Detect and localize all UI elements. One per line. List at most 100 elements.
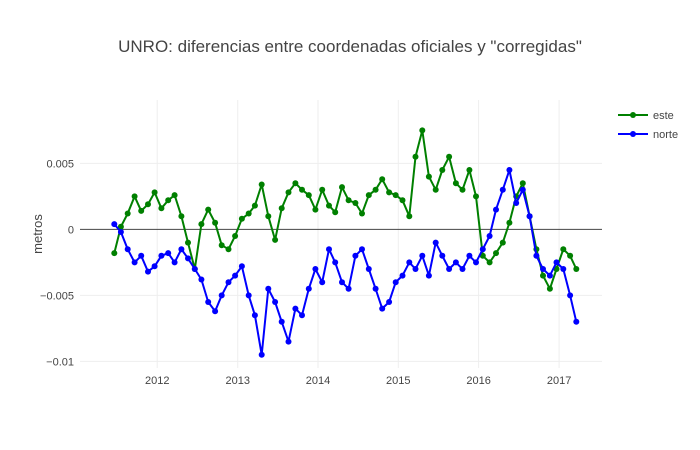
data-point-este[interactable] <box>218 242 225 249</box>
data-point-norte[interactable] <box>399 272 406 279</box>
data-point-norte[interactable] <box>285 338 292 345</box>
data-point-norte[interactable] <box>560 266 567 272</box>
data-point-este[interactable] <box>232 233 239 239</box>
data-point-norte[interactable] <box>138 252 145 259</box>
data-point-este[interactable] <box>560 246 567 253</box>
data-point-norte[interactable] <box>232 272 239 279</box>
data-point-norte[interactable] <box>151 263 158 270</box>
data-point-norte[interactable] <box>292 305 299 312</box>
data-point-este[interactable] <box>540 272 546 279</box>
data-point-este[interactable] <box>392 192 399 199</box>
data-point-este[interactable] <box>312 206 319 213</box>
data-point-este[interactable] <box>399 197 406 204</box>
data-point-este[interactable] <box>198 221 205 228</box>
data-point-norte[interactable] <box>165 250 172 257</box>
data-point-norte[interactable] <box>178 246 185 253</box>
data-point-norte[interactable] <box>526 213 533 220</box>
data-point-este[interactable] <box>245 210 252 217</box>
data-point-norte[interactable] <box>225 279 232 286</box>
data-point-este[interactable] <box>165 197 172 204</box>
data-point-este[interactable] <box>506 219 513 226</box>
data-point-norte[interactable] <box>158 252 165 259</box>
data-point-este[interactable] <box>473 193 479 200</box>
data-point-este[interactable] <box>519 180 526 187</box>
data-point-norte[interactable] <box>452 259 459 266</box>
data-point-este[interactable] <box>412 153 419 160</box>
data-point-norte[interactable] <box>379 305 386 312</box>
data-point-norte[interactable] <box>212 308 219 315</box>
data-point-este[interactable] <box>111 250 118 257</box>
data-point-este[interactable] <box>567 252 574 259</box>
data-point-norte[interactable] <box>473 259 479 266</box>
data-point-norte[interactable] <box>493 206 499 213</box>
data-point-norte[interactable] <box>425 272 432 279</box>
data-point-norte[interactable] <box>339 279 345 286</box>
data-point-este[interactable] <box>212 219 219 226</box>
data-point-este[interactable] <box>272 236 279 243</box>
data-point-norte[interactable] <box>326 246 332 253</box>
data-point-norte[interactable] <box>466 252 473 259</box>
data-point-norte[interactable] <box>345 285 352 292</box>
data-point-norte[interactable] <box>198 276 205 283</box>
data-point-norte[interactable] <box>332 259 339 266</box>
data-point-norte[interactable] <box>245 292 252 299</box>
data-point-este[interactable] <box>452 180 459 187</box>
data-point-este[interactable] <box>386 189 393 196</box>
data-point-este[interactable] <box>285 189 292 196</box>
data-point-este[interactable] <box>432 186 439 193</box>
data-point-norte[interactable] <box>251 312 258 319</box>
data-point-norte[interactable] <box>446 266 453 272</box>
data-point-norte[interactable] <box>145 268 151 275</box>
data-point-este[interactable] <box>419 127 426 134</box>
data-point-este[interactable] <box>352 200 359 206</box>
data-point-norte[interactable] <box>486 233 493 239</box>
data-point-norte[interactable] <box>218 292 225 299</box>
data-point-este[interactable] <box>124 210 131 217</box>
data-point-este[interactable] <box>439 167 446 173</box>
data-point-norte[interactable] <box>319 279 326 286</box>
data-point-este[interactable] <box>493 250 499 257</box>
data-point-este[interactable] <box>372 186 379 193</box>
data-point-este[interactable] <box>486 259 493 266</box>
data-point-este[interactable] <box>178 213 185 220</box>
data-point-este[interactable] <box>185 239 191 246</box>
data-point-norte[interactable] <box>540 266 546 272</box>
data-point-norte[interactable] <box>205 299 212 305</box>
data-point-norte[interactable] <box>573 318 580 325</box>
data-point-este[interactable] <box>225 246 232 253</box>
data-point-norte[interactable] <box>459 266 466 272</box>
data-point-norte[interactable] <box>412 266 419 272</box>
data-point-este[interactable] <box>145 201 151 208</box>
data-point-este[interactable] <box>278 205 285 212</box>
data-point-norte[interactable] <box>299 312 305 319</box>
data-point-norte[interactable] <box>265 285 272 292</box>
data-point-norte[interactable] <box>131 259 138 266</box>
data-point-este[interactable] <box>138 207 145 214</box>
data-point-norte[interactable] <box>386 299 393 305</box>
data-point-este[interactable] <box>365 192 372 199</box>
data-point-este[interactable] <box>305 192 312 199</box>
data-point-norte[interactable] <box>191 266 198 272</box>
data-point-este[interactable] <box>446 153 453 160</box>
data-point-norte[interactable] <box>365 266 372 272</box>
data-point-norte[interactable] <box>278 318 285 325</box>
data-point-norte[interactable] <box>305 285 312 292</box>
data-point-este[interactable] <box>345 197 352 204</box>
data-point-norte[interactable] <box>513 200 520 206</box>
data-point-norte[interactable] <box>185 255 191 262</box>
data-point-este[interactable] <box>131 193 138 200</box>
data-point-norte[interactable] <box>258 351 265 358</box>
data-point-este[interactable] <box>379 176 386 183</box>
data-point-norte[interactable] <box>352 252 359 259</box>
data-point-norte[interactable] <box>432 239 439 246</box>
data-point-este[interactable] <box>205 206 212 213</box>
legend-item-este[interactable]: este <box>618 110 674 122</box>
data-point-norte[interactable] <box>406 259 413 266</box>
data-point-norte[interactable] <box>117 229 124 235</box>
data-point-este[interactable] <box>265 213 272 220</box>
data-point-este[interactable] <box>326 202 332 209</box>
data-point-norte[interactable] <box>124 246 131 253</box>
data-point-norte[interactable] <box>499 186 506 193</box>
data-point-este[interactable] <box>292 180 299 187</box>
data-point-norte[interactable] <box>553 259 560 266</box>
